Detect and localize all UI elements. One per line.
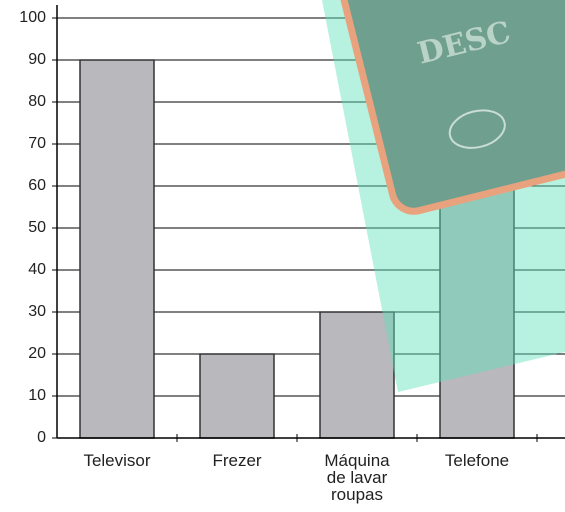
sign-board [337,0,565,215]
bar [79,59,155,439]
bar [319,311,395,439]
y-tick-label: 40 [28,261,46,278]
y-tick-label: 10 [28,387,46,404]
x-tick-label: Telefone [444,451,510,470]
x-tick-label: Máquina de lavar roupas [324,451,390,504]
y-tick-label: 30 [28,303,46,320]
y-tick-label: 60 [28,177,46,194]
x-tick-label: Televisor [83,451,151,470]
y-tick-label: 80 [28,93,46,110]
sign: DESC [337,0,565,215]
y-tick-label: 100 [19,9,46,26]
y-tick-label: 50 [28,219,46,236]
y-tick-label: 90 [28,51,46,68]
bar [199,353,275,439]
sign-scribble [448,109,506,149]
sticker-overlay: DESC [322,0,565,392]
y-tick-label: 0 [37,429,46,446]
y-tick-label: 70 [28,135,46,152]
x-tick-label: Frezer [212,451,262,470]
y-tick-label: 20 [28,345,46,362]
